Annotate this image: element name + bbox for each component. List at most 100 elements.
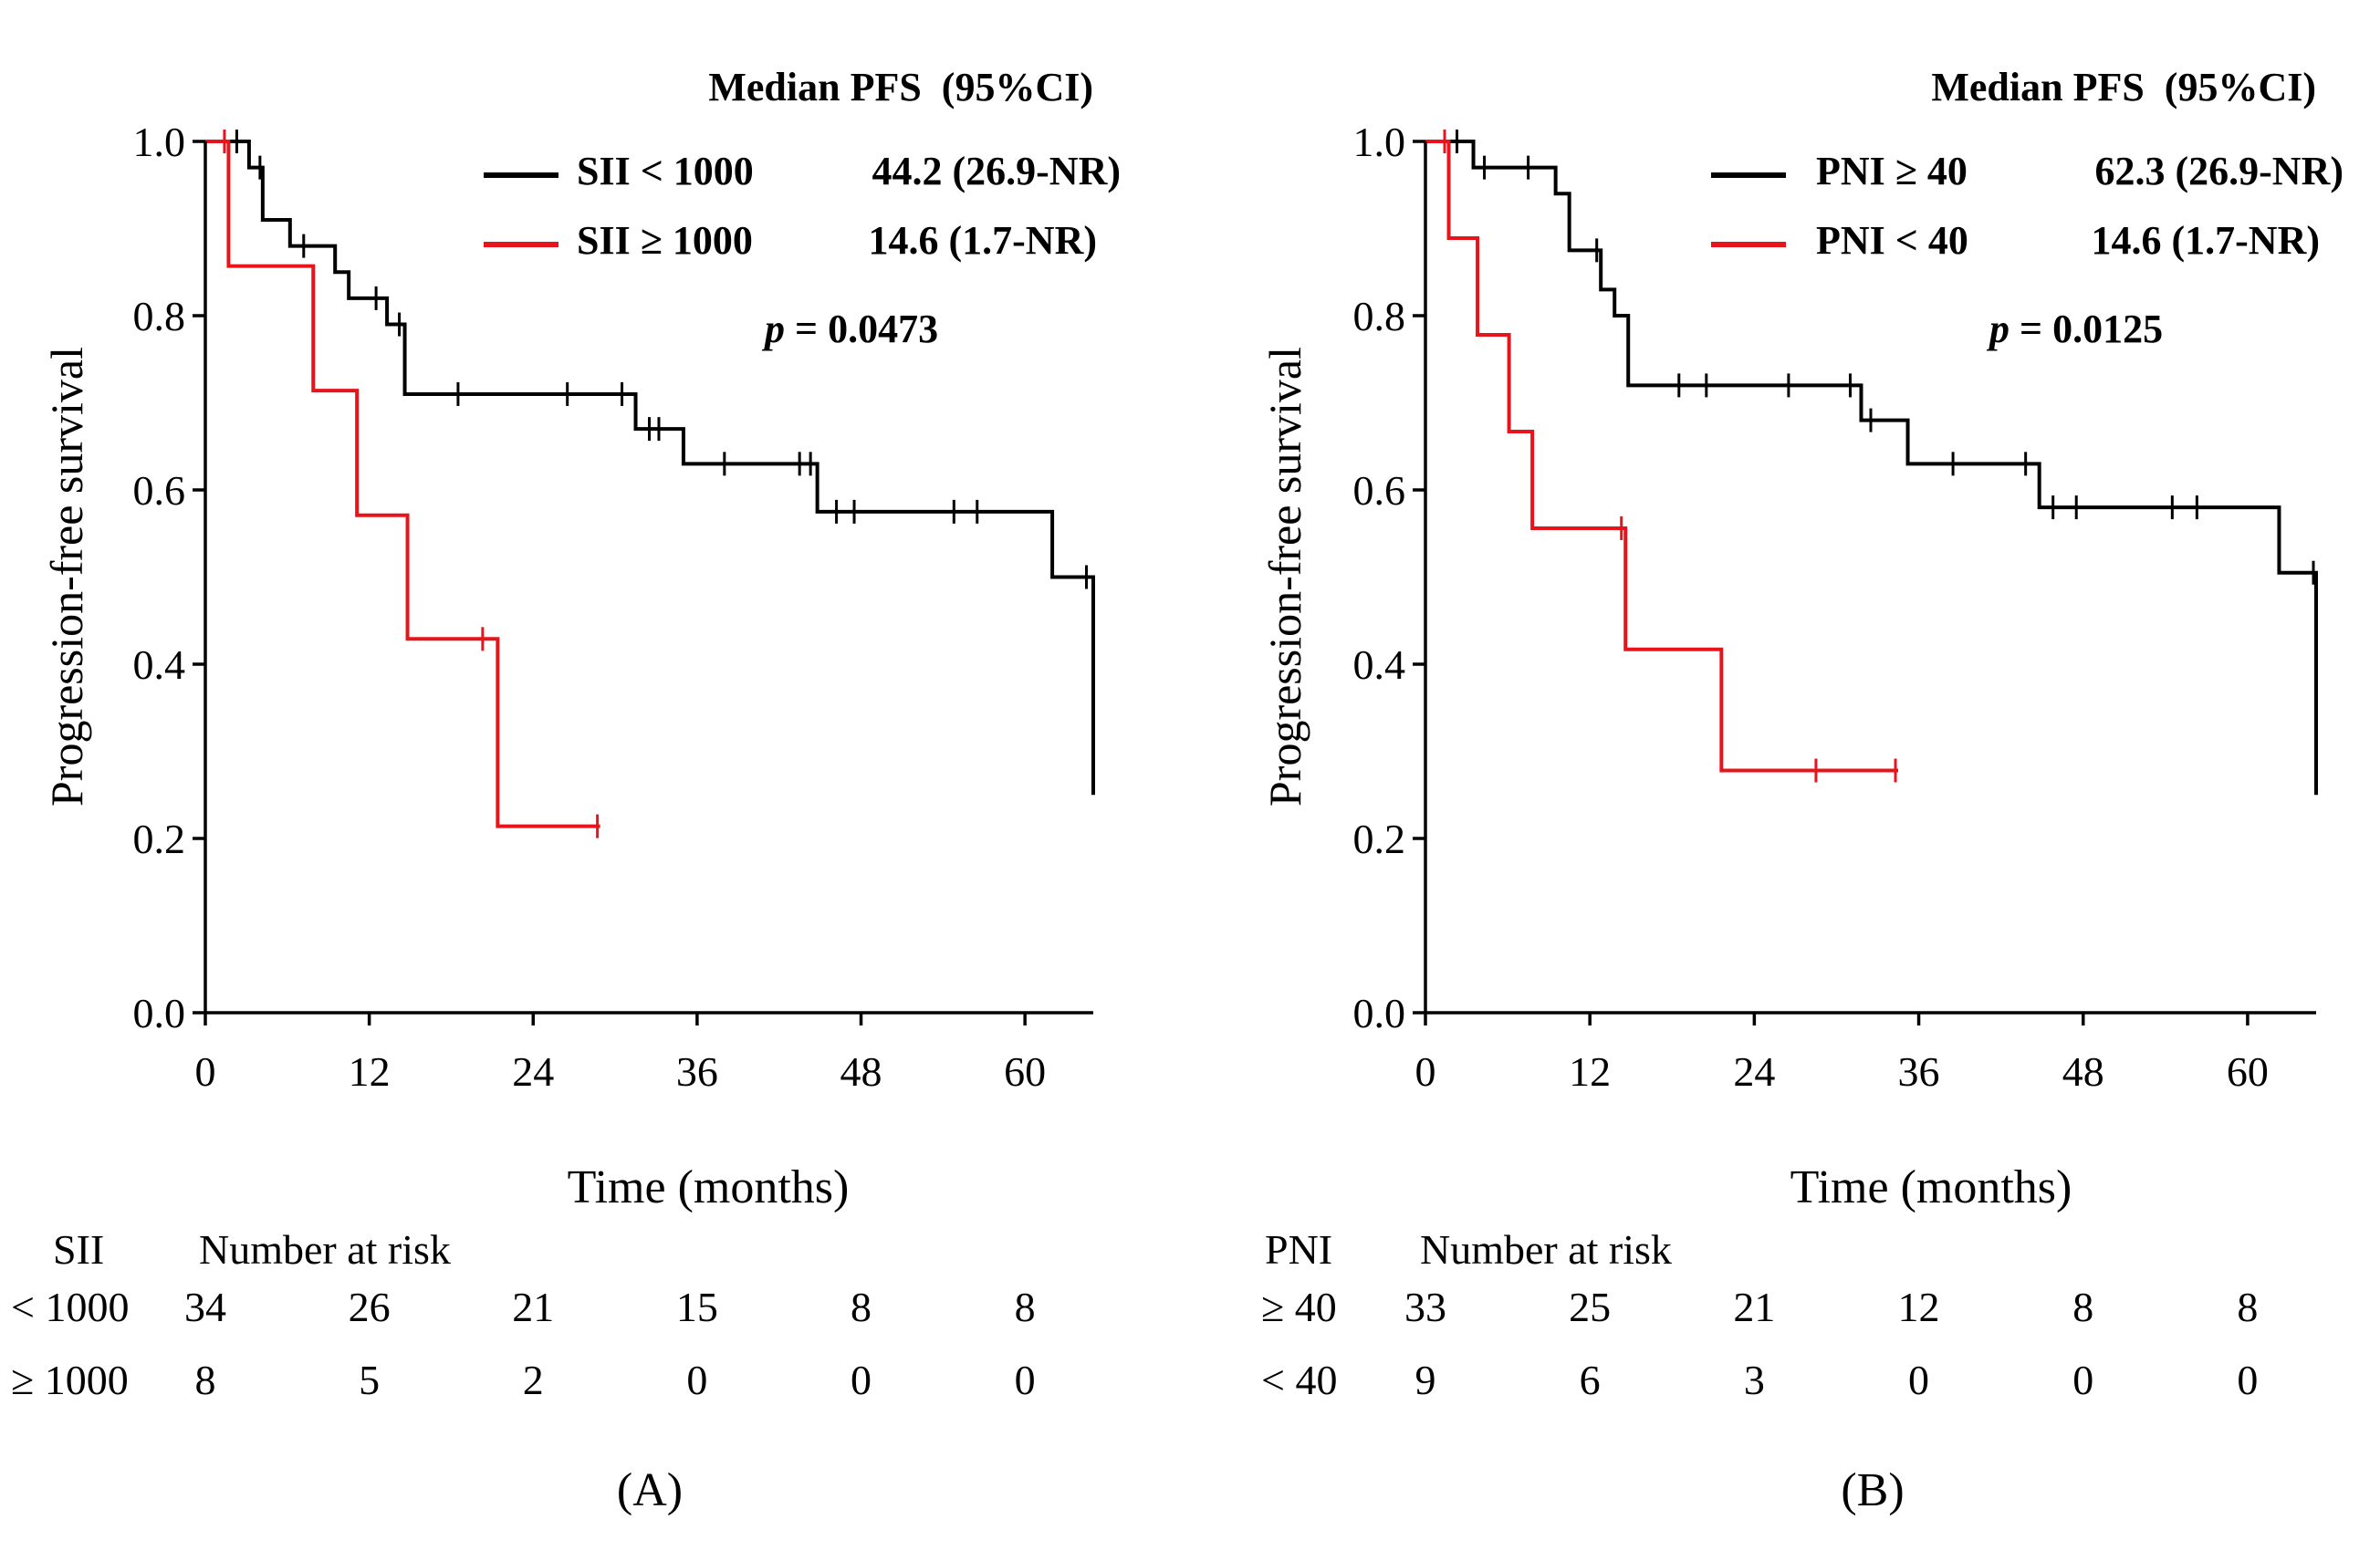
panel-a-ytick-label-0: 0.0 [133, 990, 186, 1036]
panel-b-risk-count-0-3: 12 [1898, 1284, 1940, 1330]
panel-b-risk-count-1-3: 0 [1908, 1357, 1929, 1403]
panel-a-risk-count-0-0: 34 [184, 1284, 226, 1330]
panel-a-risk-count-1-5: 0 [1015, 1357, 1036, 1403]
panel-b-xtick-label-2: 24 [1733, 1048, 1775, 1095]
panel-a-risk-count-1-2: 2 [523, 1357, 544, 1403]
panel-b-ytick-label-2: 0.4 [1353, 641, 1406, 688]
panel-a-censors [223, 130, 1089, 838]
panel-a-ytick-label-2: 0.4 [133, 641, 186, 688]
panel-a-xtick-label-2: 24 [512, 1048, 554, 1095]
panel-b-risk-title: Number at risk [1420, 1226, 1672, 1273]
panel-a-ytick-label-4: 0.8 [133, 293, 186, 339]
panel-b-p-number: = 0.0125 [2009, 307, 2163, 351]
panel-a-legend-label-red: SII ≥ 1000 [577, 218, 753, 263]
panel-b-risk-count-1-1: 6 [1580, 1357, 1601, 1403]
panel-b-risk-count-1-4: 0 [2072, 1357, 2093, 1403]
panel-a-xtick-label-5: 60 [1004, 1048, 1046, 1095]
panel-a-legend-label-black: SII < 1000 [577, 149, 754, 193]
panel-b-xtick-label-0: 0 [1415, 1048, 1436, 1095]
panel-b-axes [1424, 141, 2316, 1015]
panel-b-curves [1425, 140, 2318, 796]
panel-b-risk-count-1-5: 0 [2237, 1357, 2258, 1403]
panel-a-risk-table: SII Number at risk < 1000 ≥ 1000 34 26 21 1… [11, 1226, 1036, 1403]
panel-b-ytick-label-5: 1.0 [1353, 119, 1406, 165]
panel-a-xtick-label-1: 12 [349, 1048, 391, 1095]
panel-a-ytick-label-3: 0.6 [133, 467, 186, 514]
panel-b-curve-0 [1425, 140, 2318, 796]
panel-a-risk-row-label-1: ≥ 1000 [11, 1357, 129, 1403]
panel-b-censors [1443, 130, 2315, 783]
panel-a-legend-median-black: 44.2 (26.9-NR) [872, 149, 1121, 193]
panel-a-risk-count-1-1: 5 [359, 1357, 380, 1403]
panel-b-risk-counts: 33 25 21 12 8 8 9 6 3 0 0 0 [1404, 1284, 2258, 1403]
panel-b-risk-count-0-0: 33 [1404, 1284, 1446, 1330]
panel-b-risk-count-0-5: 8 [2237, 1284, 2258, 1330]
panel-a-p-number: = 0.0473 [785, 307, 938, 351]
panel-b-x-axis-label: Time (months) [1790, 1161, 2072, 1213]
panel-b-risk-count-0-2: 21 [1733, 1284, 1775, 1330]
panel-a: 0.0 0.2 0.4 0.6 0.8 1.0 0 12 24 36 48 60 Progressio… [11, 65, 1121, 1516]
panel-a-risk-row-label-0: < 1000 [11, 1284, 129, 1330]
panel-a-tick-labels: 0.0 0.2 0.4 0.6 0.8 1.0 0 12 24 36 48 60 [133, 119, 1047, 1095]
panel-b-p-symbol: p [1986, 307, 2009, 351]
panel-b-ticks [1413, 140, 2250, 1025]
panel-b-y-axis-label: Progression-free survival [1259, 347, 1310, 807]
panel-a-curves [205, 140, 1095, 828]
panel-b-risk-group-label: PNI [1265, 1226, 1332, 1273]
panel-b-ytick-label-0: 0.0 [1353, 990, 1406, 1036]
panel-a-ytick-label-1: 0.2 [133, 816, 186, 862]
panel-b-legend-median-black: 62.3 (26.9-NR) [2094, 149, 2343, 193]
panel-b-ytick-label-3: 0.6 [1353, 467, 1406, 514]
panel-b-ytick-label-1: 0.2 [1353, 816, 1406, 862]
panel-b-risk-count-0-4: 8 [2072, 1284, 2093, 1330]
panel-a-curve-1 [205, 140, 600, 828]
panel-a-label: (A) [617, 1464, 683, 1516]
panel-b-curve-1 [1425, 140, 1899, 773]
panel-a-ytick-label-5: 1.0 [133, 119, 186, 165]
panel-a-curve-0 [205, 140, 1095, 796]
panel-a-x-axis-label: Time (months) [568, 1161, 850, 1213]
panel-a-risk-group-label: SII [53, 1226, 104, 1273]
panel-b-risk-row-label-1: < 40 [1261, 1357, 1337, 1403]
panel-a-risk-title: Number at risk [199, 1226, 451, 1273]
panel-b-ytick-label-4: 0.8 [1353, 293, 1406, 339]
panel-b-legend-header: Median PFS (95%CI) [1931, 65, 2316, 109]
panel-a-xtick-label-0: 0 [195, 1048, 216, 1095]
panel-b-risk-count-0-1: 25 [1569, 1284, 1611, 1330]
panel-a-y-axis-label: Progression-free survival [41, 347, 92, 807]
panel-a-ticks [193, 140, 1027, 1025]
panel-a-risk-count-0-1: 26 [349, 1284, 391, 1330]
panel-b-risk-count-1-0: 9 [1415, 1357, 1436, 1403]
panel-b-risk-count-1-2: 3 [1744, 1357, 1765, 1403]
panel-a-legend-header: Median PFS (95%CI) [708, 65, 1093, 109]
panel-a-risk-count-0-2: 21 [512, 1284, 554, 1330]
panel-b-p-value: p = 0.0125 [1986, 307, 2163, 351]
panel-a-xtick-label-4: 48 [840, 1048, 882, 1095]
panel-b-tick-labels: 0.0 0.2 0.4 0.6 0.8 1.0 0 12 24 36 48 60 [1353, 119, 2269, 1095]
panel-b-legend-label-black: PNI ≥ 40 [1816, 149, 1968, 193]
panel-b-risk-table: PNI Number at risk ≥ 40 < 40 33 25 21 12 8 8 9… [1261, 1226, 2258, 1403]
panel-b-legend-label-red: PNI < 40 [1816, 218, 1968, 263]
panel-a-axes [204, 141, 1093, 1015]
panel-b: 0.00.20.40.60.81.00 12 24 36 48 60 Progressio… [1259, 65, 2343, 1516]
panel-b-xtick-label-4: 48 [2062, 1048, 2104, 1095]
panel-a-risk-count-0-3: 15 [676, 1284, 718, 1330]
panel-a-risk-count-1-4: 0 [851, 1357, 872, 1403]
panel-a-risk-count-0-4: 8 [851, 1284, 872, 1330]
panel-a-risk-count-0-5: 8 [1015, 1284, 1036, 1330]
panel-a-legend-median-red: 14.6 (1.7-NR) [868, 218, 1097, 263]
panel-a-p-value: p = 0.0473 [761, 307, 938, 351]
panel-b-plot: 0.0 0.2 0.4 0.6 0.8 1.0 0 12 24 36 48 60 [1353, 119, 2318, 1095]
panel-a-p-symbol: p [761, 307, 785, 351]
panel-b-legend-median-red: 14.6 (1.7-NR) [2091, 218, 2320, 263]
panel-a-plot: 0.0 0.2 0.4 0.6 0.8 1.0 0 12 24 36 48 60 [133, 119, 1095, 1095]
panel-b-xtick-label-5: 60 [2227, 1048, 2269, 1095]
panel-b-xtick-label-1: 12 [1569, 1048, 1611, 1095]
panel-b-risk-row-label-0: ≥ 40 [1261, 1284, 1337, 1330]
panel-a-risk-count-1-3: 0 [686, 1357, 707, 1403]
panel-b-label: (B) [1841, 1464, 1904, 1516]
panel-a-risk-counts: 34 26 21 15 8 8 8 5 2 0 0 0 [184, 1284, 1036, 1403]
panel-b-xtick-label-3: 36 [1898, 1048, 1940, 1095]
panel-a-risk-count-1-0: 8 [195, 1357, 216, 1403]
